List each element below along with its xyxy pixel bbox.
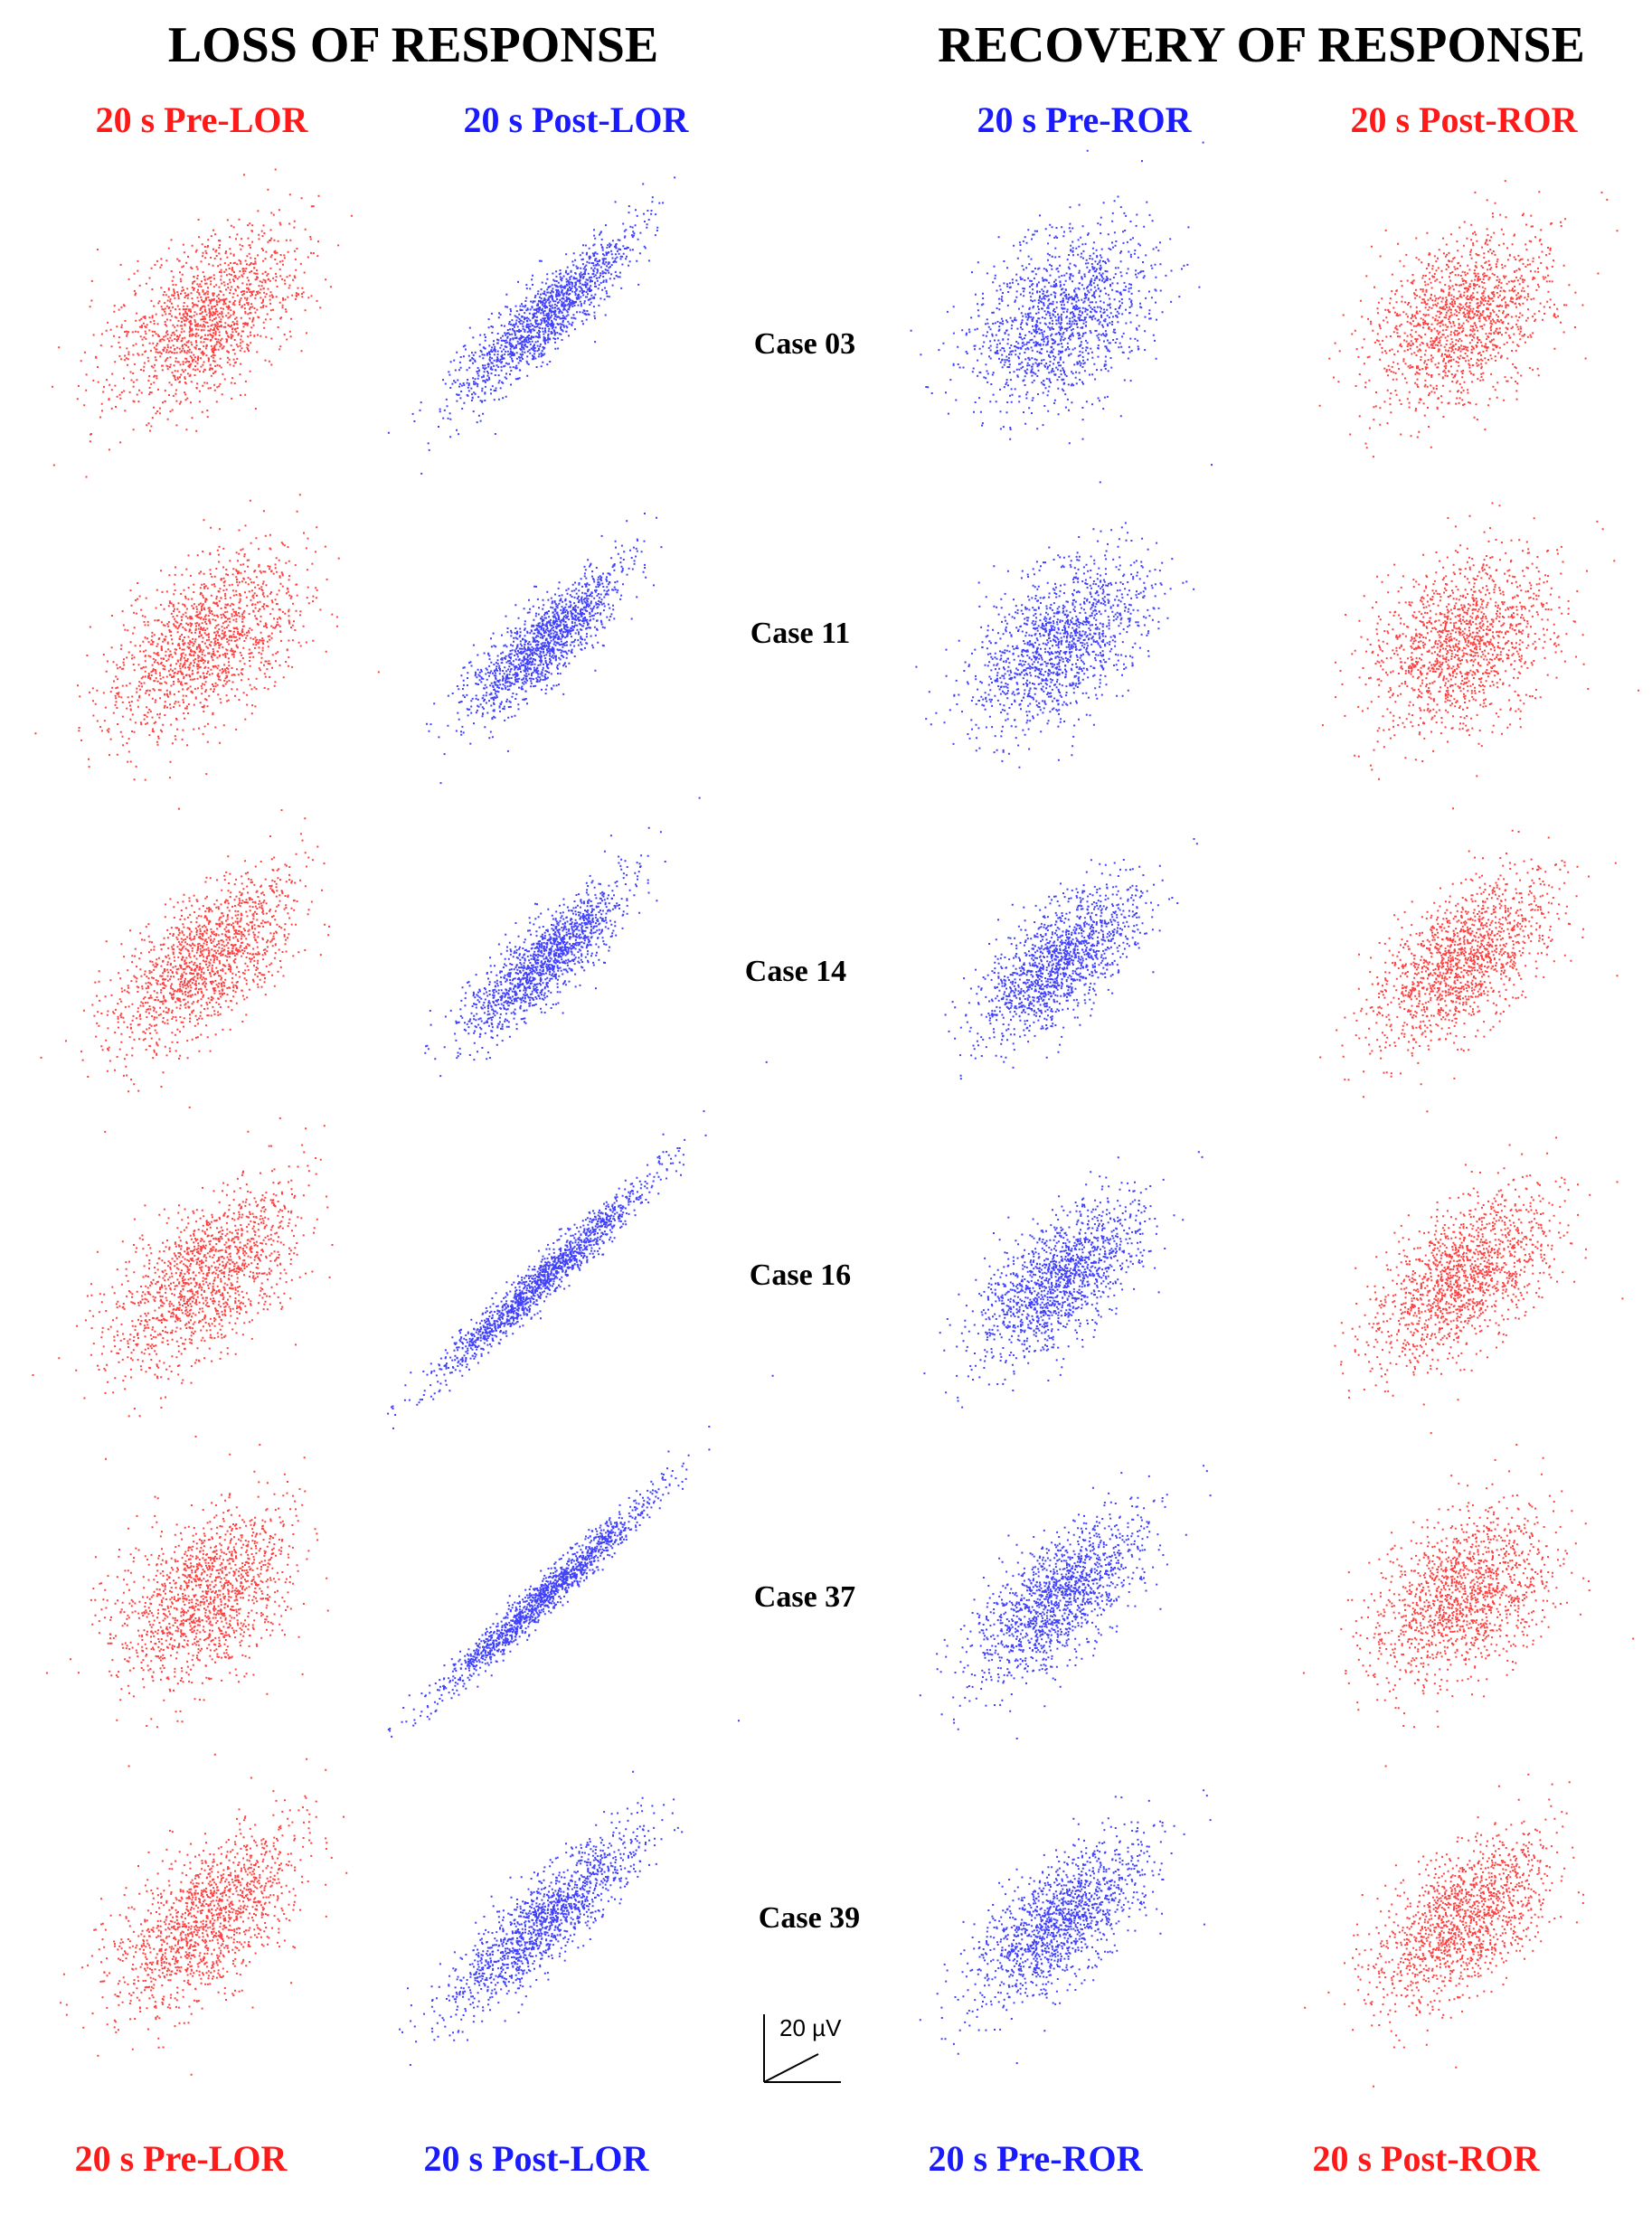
point-cloud: [919, 1465, 1212, 1739]
scale-bar: [763, 2014, 841, 2083]
point-cloud: [34, 494, 380, 810]
column-label: 20 s Pre-ROR: [929, 2138, 1144, 2179]
case-label: Case 14: [745, 955, 846, 988]
column-label: 20 s Post-LOR: [424, 2138, 650, 2179]
point-cloud: [1321, 502, 1640, 810]
point-cloud: [1318, 180, 1619, 458]
point-cloud: [944, 838, 1198, 1080]
column-label: 20 s Pre-LOR: [96, 99, 309, 140]
point-cloud: [1302, 1444, 1635, 1767]
section-header: LOSS OF RESPONSE: [168, 17, 659, 73]
point-cloud: [1319, 829, 1619, 1113]
point-cloud: [1304, 1773, 1584, 2088]
point-cloud: [399, 1720, 740, 2066]
column-label: 20 s Pre-LOR: [75, 2138, 288, 2179]
case-label: Case 39: [759, 1901, 860, 1935]
case-label: Case 11: [750, 617, 851, 650]
point-cloud: [1334, 1136, 1624, 1435]
point-cloud: [923, 1151, 1204, 1409]
section-header: RECOVERY OF RESPONSE: [938, 17, 1585, 73]
point-cloud: [52, 168, 353, 478]
point-cloud: [915, 464, 1213, 768]
point-cloud: [45, 1444, 329, 1767]
point-cloud: [387, 176, 676, 475]
column-label: 20 s Post-LOR: [464, 99, 690, 140]
case-label: Case 37: [754, 1580, 855, 1614]
point-cloud: [424, 796, 701, 1078]
case-label: Case 16: [750, 1258, 851, 1292]
column-label: 20 s Post-ROR: [1312, 2138, 1540, 2179]
scale-bar-label: 20 µV: [779, 2014, 842, 2041]
point-cloud: [32, 1117, 334, 1460]
scale-bar-line: [763, 2053, 819, 2083]
point-cloud: [387, 1374, 774, 1738]
column-label: 20 s Post-ROR: [1350, 99, 1578, 140]
point-cloud: [910, 141, 1204, 445]
point-cloud: [40, 809, 330, 1133]
point-cloud: [426, 513, 663, 785]
column-label: 20 s Pre-ROR: [977, 99, 1193, 140]
point-cloud: [387, 1060, 768, 1429]
case-label: Case 03: [754, 327, 855, 361]
point-cloud: [60, 1758, 348, 2076]
point-cloud: [919, 1789, 1212, 2064]
